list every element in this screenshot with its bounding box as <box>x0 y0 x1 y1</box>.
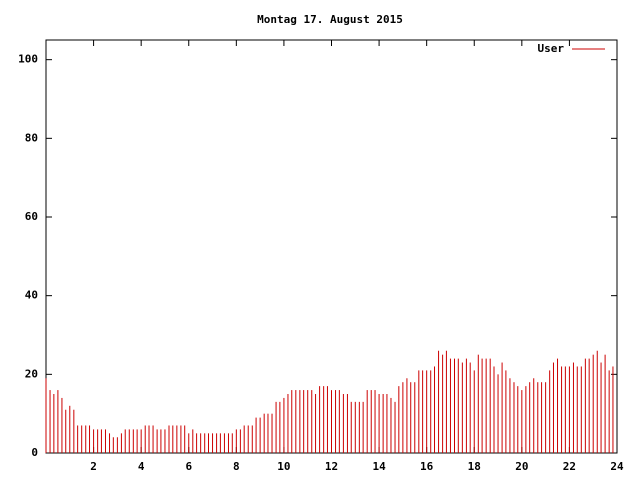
x-tick-label: 6 <box>185 460 192 473</box>
x-tick-label: 24 <box>610 460 624 473</box>
y-tick-label: 40 <box>25 289 38 302</box>
x-tick-label: 8 <box>233 460 240 473</box>
x-tick-label: 20 <box>515 460 528 473</box>
x-tick-label: 16 <box>420 460 434 473</box>
x-tick-label: 10 <box>277 460 290 473</box>
x-tick-label: 12 <box>325 460 338 473</box>
chart-title: Montag 17. August 2015 <box>257 13 403 26</box>
legend-label: User <box>538 42 565 55</box>
y-tick-label: 0 <box>31 446 38 459</box>
x-tick-label: 4 <box>138 460 145 473</box>
y-tick-label: 100 <box>18 53 38 66</box>
x-tick-label: 2 <box>90 460 97 473</box>
x-tick-label: 18 <box>468 460 481 473</box>
x-tick-label: 22 <box>563 460 576 473</box>
x-tick-label: 14 <box>372 460 386 473</box>
y-tick-label: 60 <box>25 210 38 223</box>
y-tick-label: 80 <box>25 131 38 144</box>
y-tick-label: 20 <box>25 367 38 380</box>
